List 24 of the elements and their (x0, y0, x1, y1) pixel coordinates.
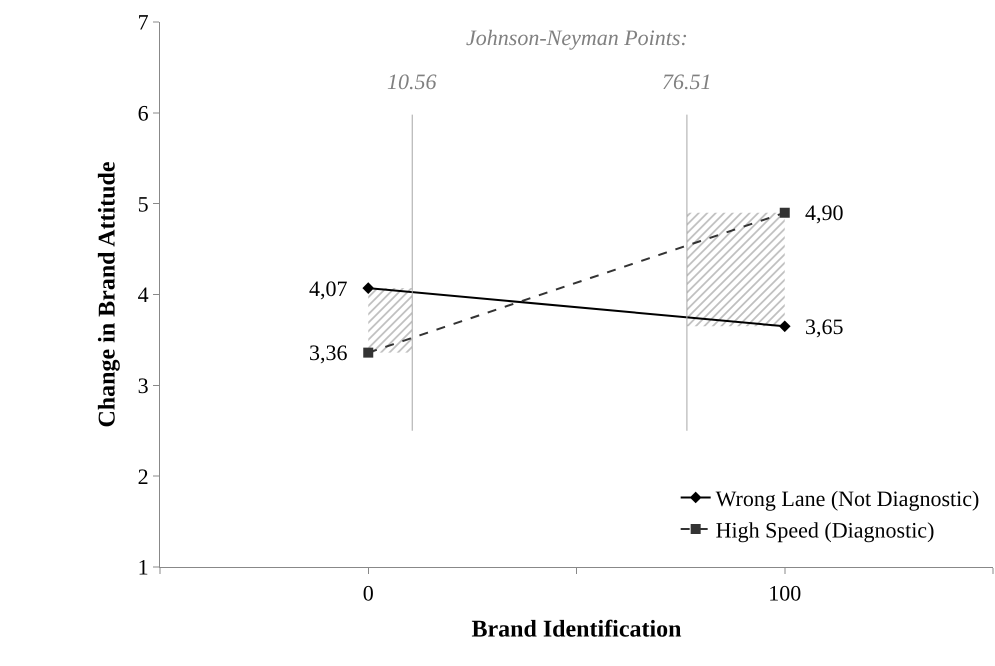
ref-line-label: 10.56 (387, 69, 436, 94)
y-tick-label: 2 (138, 464, 149, 489)
legend-label: High Speed (Diagnostic) (716, 518, 934, 543)
ref-line-label: 76.51 (662, 69, 712, 94)
point (362, 282, 374, 294)
point (780, 208, 790, 218)
point (778, 320, 791, 332)
data-label: 3,65 (805, 314, 844, 339)
y-tick-label: 7 (138, 10, 149, 35)
y-tick-label: 4 (138, 282, 149, 308)
data-label: 3,36 (309, 340, 348, 365)
y-tick-label: 5 (138, 191, 149, 216)
y-tick-label: 1 (138, 554, 149, 580)
annotation: Johnson-Neyman Points: (466, 25, 688, 50)
data-label: 4,90 (805, 200, 844, 225)
y-tick-label: 3 (138, 373, 149, 398)
legend-label: Wrong Lane (Not Diagnostic) (716, 486, 980, 512)
x-axis-title: Brand Identification (471, 616, 682, 643)
y-axis-title: Change in Brand Attitude (94, 161, 121, 428)
point (363, 348, 374, 358)
data-label: 4,07 (309, 276, 348, 301)
x-tick-label: 0 (362, 580, 374, 606)
y-tick-label: 6 (138, 100, 149, 126)
x-tick-label: 100 (768, 580, 802, 606)
